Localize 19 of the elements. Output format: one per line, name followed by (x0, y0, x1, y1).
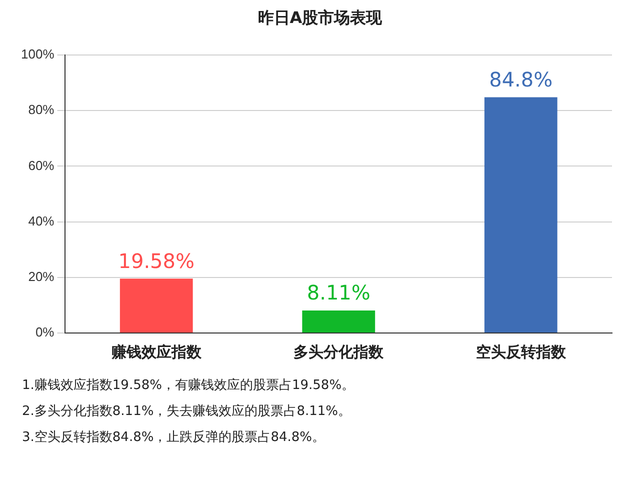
y-tick-label: 0% (35, 324, 55, 340)
x-tick-label: 赚钱效应指数 (110, 343, 202, 362)
bar (484, 97, 558, 332)
y-tick-label: 60% (28, 158, 55, 173)
data-label: 8.11% (306, 280, 370, 305)
y-tick-label: 40% (28, 213, 55, 228)
y-tick-label: 80% (28, 102, 55, 118)
y-tick-label: 100% (21, 46, 55, 62)
text: 1.赚钱效应指数19.58%，有赚钱效应的股票占19.58%。 (22, 377, 356, 395)
y-tick-label: 20% (28, 268, 55, 284)
chart-title: 昨日A股市场表现 (256, 8, 384, 29)
bar (120, 278, 193, 332)
data-label: 19.58% (118, 248, 195, 273)
data-label: 84.8% (489, 67, 553, 92)
bar (302, 310, 376, 332)
x-tick-label: 多头分化指数 (294, 344, 385, 362)
text: 2.多头分化指数8.11%，失去赚钱效应的股票占8.11%。 (22, 403, 352, 421)
text: 3.空头反转指数84.8%，止跌反弹的股票占84.8%。 (22, 429, 326, 447)
x-tick-label: 空头反转指数 (476, 343, 567, 362)
